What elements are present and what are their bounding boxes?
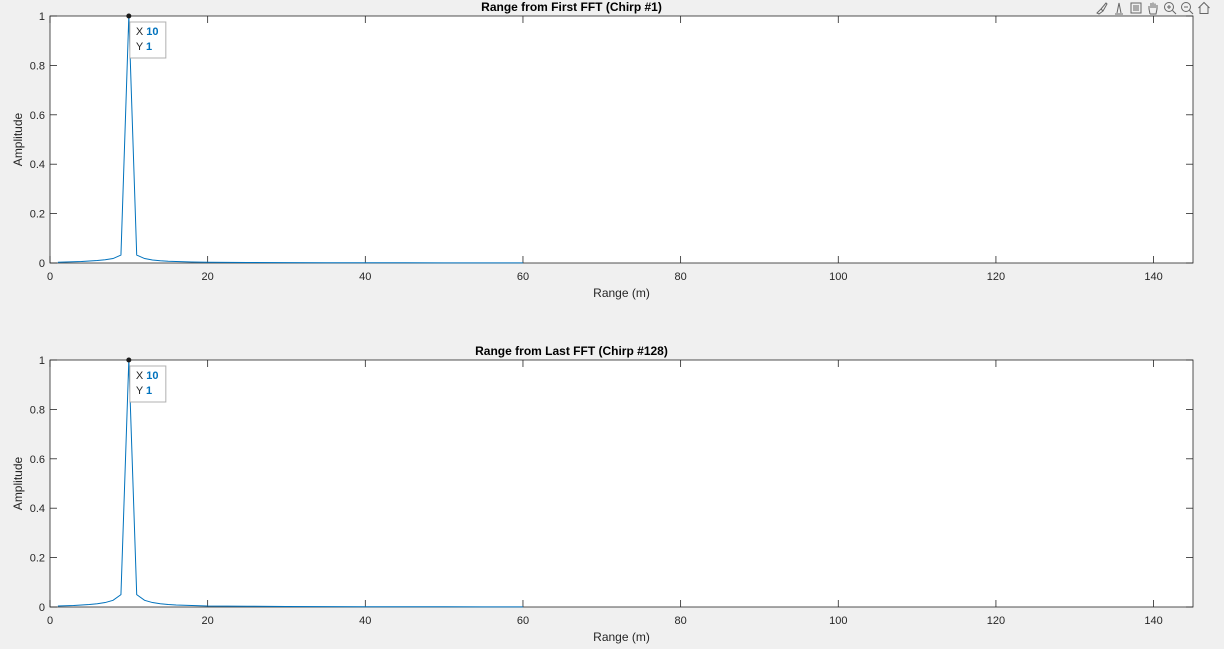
- restore-view-icon: [1130, 2, 1142, 14]
- x-tick-label: 120: [987, 271, 1005, 283]
- x-tick-label: 100: [829, 615, 847, 627]
- datatip-marker: [126, 357, 132, 363]
- y-tick-label: 0.8: [30, 60, 45, 72]
- datatip-x-value: 10: [146, 26, 158, 38]
- x-tick-label: 40: [359, 615, 371, 627]
- y-tick-label: 0.4: [30, 503, 45, 515]
- restore-view-button[interactable]: [1128, 0, 1144, 16]
- x-tick-label: 140: [1144, 271, 1162, 283]
- x-tick-label: 20: [202, 271, 214, 283]
- zoom-in-button[interactable]: [1162, 0, 1178, 16]
- y-tick-label: 0.4: [30, 159, 45, 171]
- y-axis-label: Amplitude: [11, 457, 25, 511]
- y-tick-label: 0: [39, 602, 45, 614]
- datatip-icon: [1115, 2, 1123, 15]
- y-tick-label: 0.2: [30, 553, 45, 565]
- subplot-1: 0 20 40 60 80 100 120 140 0 0.2 0.4 0.6 0.8 1 Range fr…: [11, 0, 1194, 300]
- datatip-y-line: Y 1: [136, 385, 152, 397]
- x-axis-label: Range (m): [593, 286, 650, 300]
- datatip-y-line: Y 1: [136, 41, 152, 53]
- x-tick-label: 60: [517, 271, 529, 283]
- datatip-y-value: 1: [146, 41, 152, 53]
- x-axis-label: Range (m): [593, 630, 650, 644]
- datatip-x-line: X 10: [136, 26, 159, 38]
- plot-area: [49, 359, 1194, 608]
- x-tick-label: 100: [829, 271, 847, 283]
- y-tick-label: 0.8: [30, 404, 45, 416]
- zoom-in-icon: [1164, 2, 1177, 15]
- home-button[interactable]: [1196, 0, 1212, 16]
- datatip-x-line: X 10: [136, 370, 159, 382]
- datatip-box: [129, 21, 167, 59]
- datatip-box: [129, 365, 167, 403]
- datatip-x-label: X: [136, 370, 146, 382]
- brush-button[interactable]: [1094, 0, 1110, 16]
- zoom-out-button[interactable]: [1179, 0, 1195, 16]
- zoom-out-icon: [1181, 2, 1194, 15]
- datatip-marker: [126, 13, 132, 19]
- x-tick-label: 20: [202, 615, 214, 627]
- chart-title: Range from Last FFT (Chirp #128): [475, 344, 668, 358]
- series-line: [57, 15, 523, 264]
- x-tick-label: 60: [517, 615, 529, 627]
- plot-area: [49, 15, 1194, 264]
- chart-title: Range from First FFT (Chirp #1): [481, 0, 662, 14]
- x-tick-label: 0: [47, 271, 53, 283]
- x-tick-label: 140: [1144, 615, 1162, 627]
- series-line: [57, 359, 523, 608]
- datatip-y-value: 1: [146, 385, 152, 397]
- x-tick-label: 120: [987, 615, 1005, 627]
- datatip-x-value: 10: [146, 370, 158, 382]
- y-tick-label: 0: [39, 258, 45, 270]
- pan-button[interactable]: [1145, 0, 1161, 16]
- pan-hand-icon: [1148, 2, 1158, 15]
- y-tick-label: 0.2: [30, 209, 45, 221]
- datatip-y-label: Y: [136, 41, 146, 53]
- datatip-x-label: X: [136, 26, 146, 38]
- x-tick-label: 80: [674, 271, 686, 283]
- y-tick-label: 0.6: [30, 454, 45, 466]
- y-tick-label: 1: [39, 11, 45, 23]
- x-tick-label: 80: [674, 615, 686, 627]
- axes-toolbar: [1094, 0, 1212, 16]
- x-tick-label: 0: [47, 615, 53, 627]
- y-tick-label: 1: [39, 355, 45, 367]
- y-axis-label: Amplitude: [11, 113, 25, 167]
- y-tick-label: 0.6: [30, 110, 45, 122]
- subplot-2: 0 20 40 60 80 100 120 140 0 0.2 0.4 0.6 0.8 1 Range fr…: [11, 344, 1194, 644]
- home-icon: [1198, 1, 1210, 14]
- brush-icon: [1096, 2, 1108, 15]
- x-tick-label: 40: [359, 271, 371, 283]
- datatip-button[interactable]: [1111, 0, 1127, 16]
- datatip-y-label: Y: [136, 385, 146, 397]
